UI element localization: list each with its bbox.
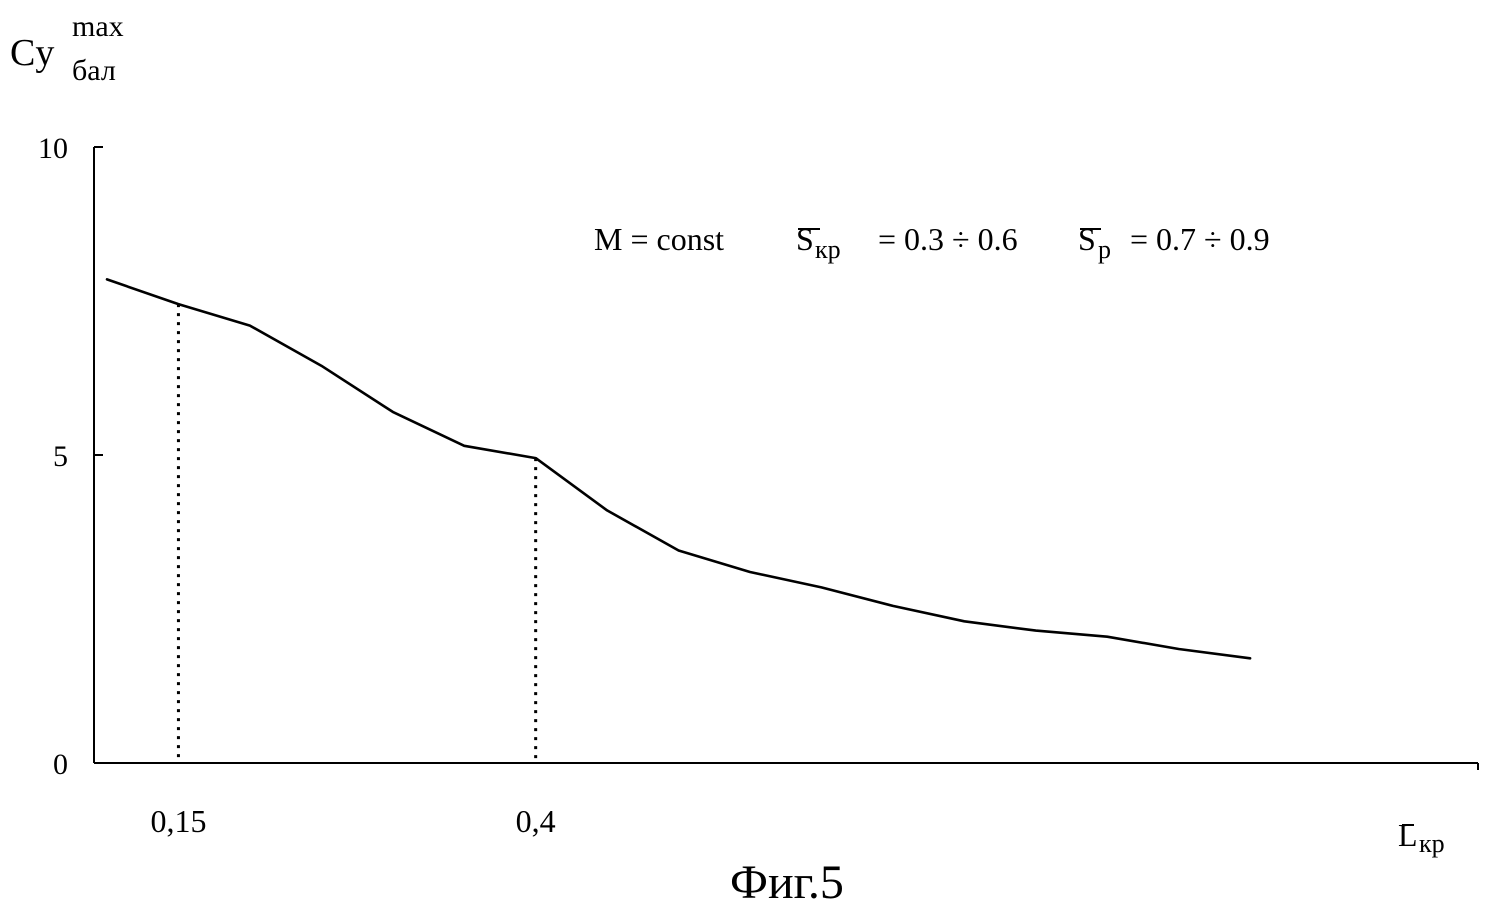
annotation-s-kr-sub: кр	[815, 235, 841, 264]
annotation-s-p-range: = 0.7 ÷ 0.9	[1130, 221, 1270, 257]
y-tick-label: 10	[38, 132, 68, 165]
x-axis-label: L кр	[1398, 817, 1445, 858]
x-ticks: 0,15 0,4	[150, 803, 555, 839]
y-axis-label-sub: бал	[72, 54, 116, 87]
annotation: M = const S кр = 0.3 ÷ 0.6 S p = 0.7 ÷ 0…	[594, 221, 1270, 264]
annotation-s-kr-base: S	[796, 221, 814, 257]
x-tick-label: 0,15	[150, 803, 206, 839]
y-axis-label-sup: max	[72, 10, 124, 43]
figure-caption: Фиг.5	[730, 856, 844, 904]
annotation-s-kr-range: = 0.3 ÷ 0.6	[878, 221, 1018, 257]
annotation-s-p-base: S	[1078, 221, 1096, 257]
y-axis-label: Cy max бал	[10, 10, 124, 87]
y-ticks: 0 5 10	[38, 132, 103, 781]
y-tick-label: 0	[53, 748, 68, 781]
y-tick-label: 5	[53, 440, 68, 473]
reference-lines	[176, 304, 538, 763]
x-axis-label-sub: кр	[1419, 829, 1445, 858]
annotation-m-const: M = const	[594, 221, 724, 257]
series-line	[105, 278, 1252, 660]
x-axis-label-base: L	[1398, 817, 1418, 853]
x-tick-label: 0,4	[516, 803, 556, 839]
y-axis-label-base: Cy	[10, 32, 54, 74]
annotation-s-p-sub: p	[1098, 235, 1111, 264]
